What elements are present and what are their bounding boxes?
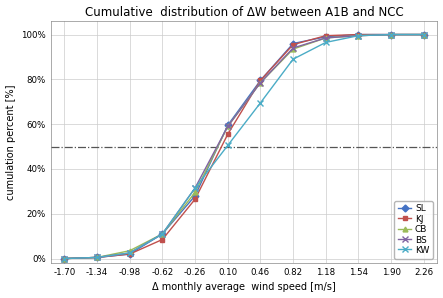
SL: [62, 257, 67, 260]
KJ: [323, 34, 328, 38]
SL: [291, 42, 296, 45]
BS: [389, 33, 394, 36]
BS: [94, 256, 100, 259]
KJ: [62, 257, 67, 260]
BS: [160, 232, 165, 236]
KW: [389, 33, 394, 36]
CB: [389, 33, 394, 36]
X-axis label: Δ monthly average  wind speed [m/s]: Δ monthly average wind speed [m/s]: [152, 283, 336, 292]
KJ: [389, 33, 394, 36]
BS: [62, 257, 67, 260]
CB: [192, 191, 198, 194]
KW: [127, 251, 132, 255]
Line: KJ: KJ: [62, 32, 426, 261]
KJ: [160, 238, 165, 241]
SL: [421, 33, 427, 36]
KJ: [421, 33, 427, 36]
Line: KW: KW: [62, 32, 427, 261]
Line: BS: BS: [62, 32, 427, 261]
KJ: [94, 256, 100, 259]
SL: [258, 79, 263, 82]
KJ: [291, 43, 296, 46]
BS: [291, 46, 296, 50]
SL: [356, 33, 361, 36]
BS: [127, 251, 132, 255]
SL: [323, 35, 328, 38]
CB: [62, 257, 67, 260]
KW: [356, 34, 361, 38]
CB: [258, 81, 263, 85]
Y-axis label: cumulation percent [%]: cumulation percent [%]: [6, 84, 16, 200]
BS: [323, 36, 328, 40]
KJ: [225, 132, 230, 136]
SL: [160, 232, 165, 236]
SL: [94, 256, 100, 259]
BS: [356, 34, 361, 38]
CB: [291, 47, 296, 51]
Line: SL: SL: [62, 32, 426, 261]
SL: [389, 33, 394, 36]
KW: [421, 33, 427, 36]
SL: [225, 123, 230, 127]
BS: [421, 33, 427, 36]
CB: [94, 256, 100, 259]
Line: CB: CB: [62, 32, 426, 261]
BS: [258, 81, 263, 85]
KW: [291, 58, 296, 61]
KW: [160, 232, 165, 236]
BS: [225, 125, 230, 128]
KW: [62, 257, 67, 260]
CB: [323, 36, 328, 40]
KJ: [258, 79, 263, 82]
CB: [225, 125, 230, 128]
CB: [127, 249, 132, 252]
Legend: SL, KJ, CB, BS, KW: SL, KJ, CB, BS, KW: [394, 201, 433, 258]
KJ: [356, 33, 361, 36]
CB: [356, 34, 361, 38]
KJ: [192, 197, 198, 201]
KW: [258, 101, 263, 105]
SL: [192, 194, 198, 198]
CB: [160, 232, 165, 236]
KW: [323, 41, 328, 44]
KW: [94, 256, 100, 259]
KJ: [127, 252, 132, 256]
Title: Cumulative  distribution of ΔW between A1B and NCC: Cumulative distribution of ΔW between A1…: [85, 6, 404, 18]
BS: [192, 186, 198, 190]
KW: [225, 144, 230, 147]
CB: [421, 33, 427, 36]
KW: [192, 186, 198, 190]
SL: [127, 252, 132, 256]
